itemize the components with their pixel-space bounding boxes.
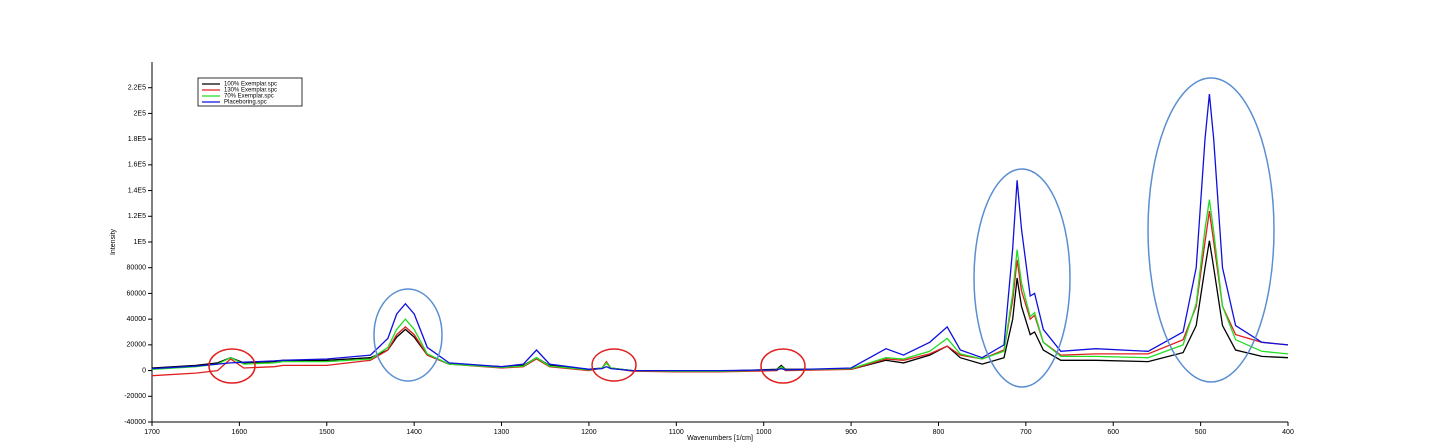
x-tick-label: 1000 (756, 429, 772, 436)
series-line (151, 211, 1289, 377)
legend-label: 70% Exemplar.spc (224, 94, 274, 100)
y-tick-label: -40000 (124, 419, 146, 426)
x-tick-label: 1700 (144, 429, 160, 436)
y-tick-label: 20000 (127, 342, 147, 349)
x-tick-label: 900 (845, 429, 857, 436)
annotation-circle (1147, 77, 1275, 383)
y-tick-label: 1.6E5 (128, 162, 146, 169)
x-tick-label: 1600 (232, 429, 248, 436)
y-tick-label: 1E5 (134, 239, 147, 246)
y-tick-label: 0 (142, 367, 146, 374)
y-tick-label: 40000 (127, 316, 147, 323)
legend-box (197, 77, 303, 107)
x-tick-label: 1100 (669, 429, 684, 436)
x-tick-label: 1500 (319, 429, 335, 436)
legend-label: Placeboring.spc (224, 100, 267, 106)
plot-lines (151, 94, 1289, 377)
x-axis-label: Wavenumbers [1/cm] (687, 435, 753, 442)
y-tick-label: 1.2E5 (128, 213, 146, 220)
series-line (151, 94, 1289, 372)
y-tick-label: 2.2E5 (128, 85, 146, 92)
annotation-circle (591, 348, 637, 382)
annotation-circle (208, 348, 256, 384)
series-line (151, 199, 1289, 372)
x-tick-label: 600 (1107, 429, 1119, 436)
x-tick-label: 500 (1195, 429, 1207, 436)
series-line (151, 240, 1289, 372)
y-tick-label: -20000 (124, 393, 146, 400)
y-tick-label: 1.8E5 (128, 136, 146, 143)
legend-label: 130% Exemplar.spc (224, 88, 277, 94)
annotation-circle (973, 168, 1071, 388)
x-tick-label: 1400 (406, 429, 422, 436)
x-tick-label: 800 (933, 429, 945, 436)
x-tick-label: 700 (1020, 429, 1032, 436)
x-tick-label: 1200 (581, 429, 597, 436)
legend-label: 100% Exemplar.spc (224, 82, 277, 88)
annotation-circle (760, 348, 806, 384)
x-tick-label: 400 (1282, 429, 1294, 436)
annotation-circle (373, 288, 443, 382)
x-tick-label: 1300 (494, 429, 510, 436)
y-tick-label: 1.4E5 (128, 187, 146, 194)
y-tick-label: 2E5 (134, 110, 147, 117)
y-tick-label: 80000 (127, 265, 147, 272)
y-axis-label: Intensity (110, 228, 117, 255)
y-tick-label: 60000 (127, 290, 147, 297)
